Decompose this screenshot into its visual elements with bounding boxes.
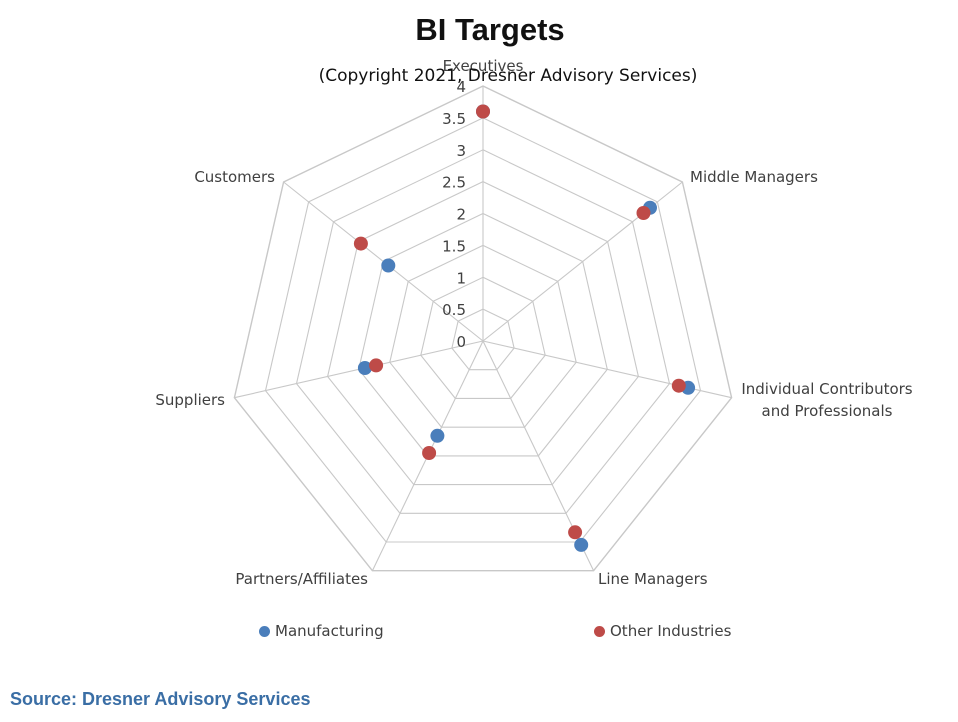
point-other-industries-suppliers <box>369 358 384 373</box>
grid-ring-3 <box>389 244 577 428</box>
grid-ring-4 <box>358 212 608 457</box>
tick-label: 2.5 <box>442 174 466 192</box>
tick-label: 0 <box>456 333 466 351</box>
source-note: Source: Dresner Advisory Services <box>10 689 311 709</box>
point-other-industries-individual-contributors-and-professionals <box>671 378 686 393</box>
point-manufacturing-partners-affiliates <box>430 428 445 443</box>
point-other-industries-customers <box>353 236 368 251</box>
grid-ring-2 <box>420 276 546 399</box>
point-other-industries-line-managers <box>568 525 583 540</box>
legend-marker-other-industries <box>594 625 605 637</box>
point-other-industries-partners-affiliates <box>422 446 437 460</box>
legend-marker-manufacturing <box>259 625 270 637</box>
grid-ring-5 <box>327 180 639 486</box>
radar-axis-labels: Executives Middle Managers Individual Cont… <box>155 57 912 588</box>
tick-label: 2 <box>456 206 466 224</box>
axis-label-suppliers: Suppliers <box>155 391 225 409</box>
point-manufacturing-line-managers <box>574 537 589 552</box>
grid-ring-7 <box>264 117 702 543</box>
tick-label: 0.5 <box>442 301 466 319</box>
axis-label-customers: Customers <box>194 168 275 186</box>
tick-label: 1.5 <box>442 237 466 255</box>
legend-item-other-industries: Other Industries <box>594 622 731 640</box>
grid-ring-8 <box>233 85 733 572</box>
axis-label-middle-managers: Middle Managers <box>690 168 818 186</box>
axis-label-individual-contributors-and-professionals: Individual Contributors and Professionals <box>741 380 912 420</box>
point-manufacturing-customers <box>381 258 396 273</box>
grid-ring-1 <box>451 308 515 371</box>
point-other-industries-middle-managers <box>636 206 651 220</box>
tick-label: 4 <box>456 78 466 96</box>
legend-label-manufacturing: Manufacturing <box>275 622 384 640</box>
chart-subtitle: (Copyright 2021, Dresner Advisory Servic… <box>318 66 698 86</box>
tick-label: 3 <box>456 142 466 160</box>
point-other-industries-executives <box>476 104 490 119</box>
axis-label-partners-affiliates: Partners/Affiliates <box>235 570 368 588</box>
legend-label-other-industries: Other Industries <box>610 622 732 640</box>
grid-ring-6 <box>295 149 671 514</box>
radar-tick-labels: 0 0.5 1 1.5 2 2.5 3 3.5 4 <box>442 78 466 351</box>
tick-label: 3.5 <box>442 110 466 128</box>
legend-item-manufacturing: Manufacturing <box>259 622 384 640</box>
radar-grid <box>233 85 733 572</box>
point-manufacturing-suppliers <box>357 361 372 375</box>
axis-label-executives: Executives <box>443 57 524 75</box>
axis-label-line-managers: Line Managers <box>598 570 708 588</box>
tick-label: 1 <box>456 269 466 287</box>
chart-title: BI Targets <box>415 12 565 47</box>
radar-data-points <box>353 104 696 552</box>
